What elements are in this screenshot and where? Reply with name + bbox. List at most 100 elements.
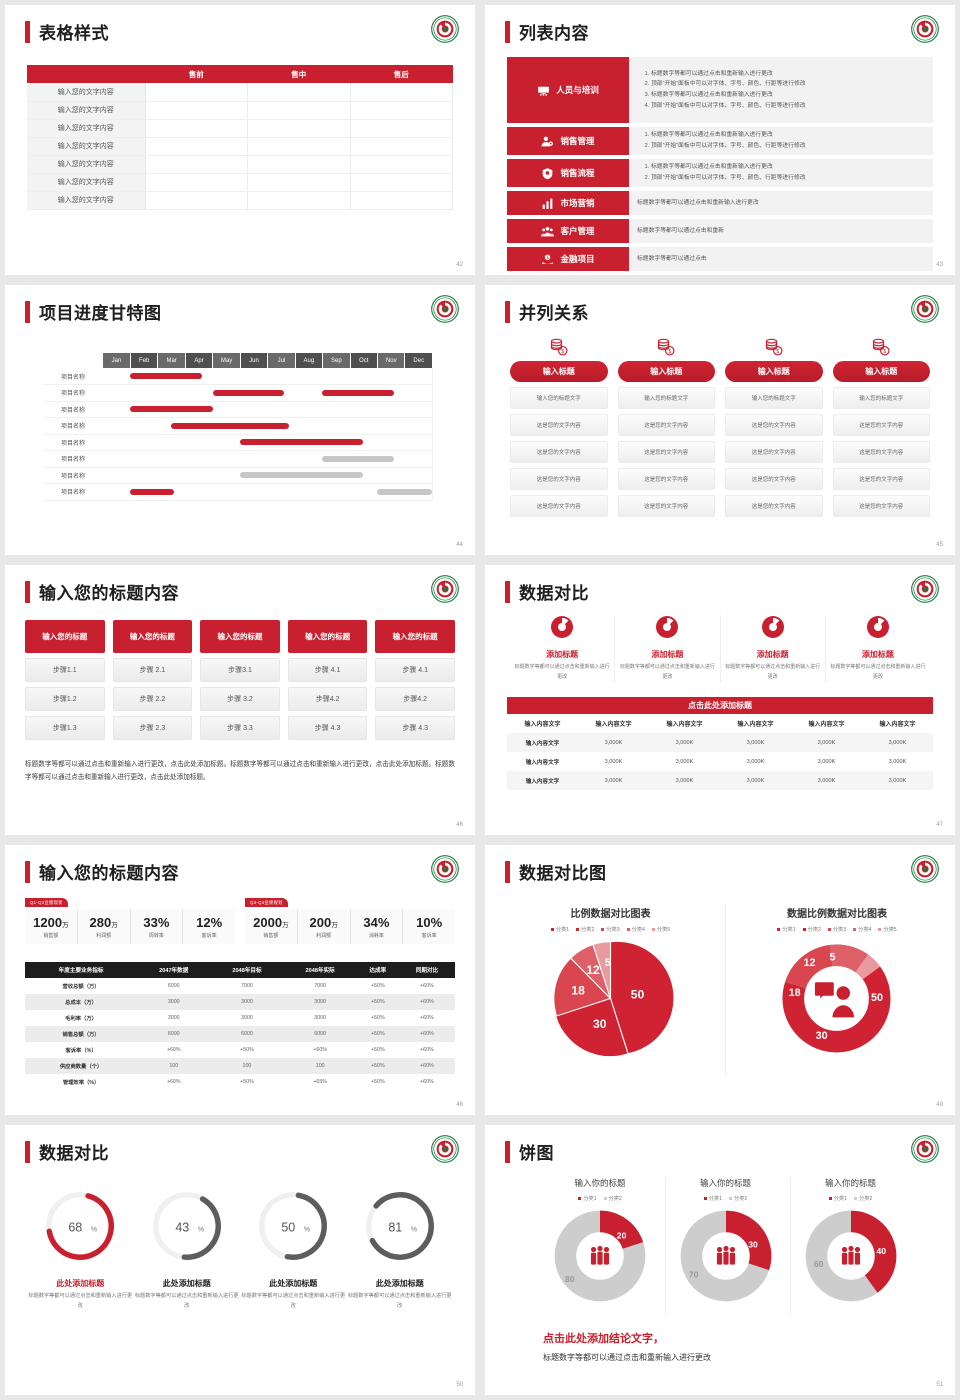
step-column-head[interactable]: 输入您的标题 (287, 620, 368, 653)
step-column-head[interactable]: 输入您的标题 (200, 620, 280, 653)
legend-entry[interactable]: 分类4 (626, 926, 645, 933)
list-item-label-sales-process[interactable]: 销售流程 (507, 159, 629, 187)
row-cell[interactable] (145, 101, 248, 120)
donut-slice-value[interactable] (554, 1210, 646, 1302)
gantt-bar[interactable] (130, 373, 202, 379)
step-cell[interactable]: 步骤 4.1 (375, 658, 455, 682)
step-cell[interactable]: 步骤 2.1 (112, 658, 193, 682)
column-cell[interactable]: 这是您的文字内容 (617, 441, 715, 463)
step-cell[interactable]: 步骤4.2 (375, 687, 455, 711)
list-item[interactable]: 客户管理 标题数字等都可以通过点击和重新 (507, 219, 933, 243)
progress-ring-43[interactable]: 43 % (148, 1187, 226, 1265)
gantt-bar[interactable] (322, 455, 394, 462)
row-cell[interactable] (145, 155, 248, 174)
row-cell[interactable] (350, 191, 453, 210)
list-item[interactable]: 人员与培训 标题数字等都可以通过点击和重新输入进行更改 顶部“开始”面板中可以对… (507, 57, 933, 123)
donut-slice-3[interactable] (782, 944, 891, 1053)
legend-entry[interactable]: 分类4 (853, 926, 871, 933)
row-cell[interactable] (247, 137, 351, 156)
gantt-bar[interactable] (130, 406, 213, 413)
column-cell[interactable]: 这是您的文字内容 (725, 468, 823, 490)
column-cell[interactable]: 这是您的文字内容 (832, 495, 930, 517)
row-cell[interactable] (145, 137, 248, 156)
list-item[interactable]: $ 金融项目 标题数字等都可以通过点击 (507, 247, 933, 271)
legend-entry[interactable]: 分类1 (828, 1195, 847, 1202)
step-cell[interactable]: 步骤1.3 (25, 716, 105, 740)
column-title-pill[interactable]: 输入标题 (617, 361, 715, 382)
row-cell[interactable] (247, 191, 351, 210)
progress-ring-50[interactable]: 50 % (254, 1187, 332, 1265)
legend-entry[interactable]: 分类1 (777, 926, 796, 933)
progress-ring-68[interactable]: 68 % (41, 1187, 119, 1265)
legend-entry[interactable]: 分类5 (651, 926, 670, 933)
step-cell[interactable]: 步骤 3.2 (200, 687, 280, 711)
row-cell[interactable] (145, 83, 248, 102)
column-cell[interactable]: 这是您的文字内容 (832, 468, 930, 490)
legend-entry[interactable]: 分类1 (578, 1195, 597, 1202)
row-cell[interactable] (247, 101, 351, 120)
list-item-label-sales-mgmt[interactable]: 销售管理 (507, 127, 629, 155)
column-cell[interactable]: 这是您的文字内容 (725, 441, 823, 463)
row-cell[interactable] (350, 119, 453, 138)
column-cell[interactable]: 这是您的文字内容 (832, 414, 930, 436)
legend-entry[interactable]: 分类2 (603, 1195, 622, 1202)
column-cell[interactable]: 这是您的文字内容 (510, 441, 608, 463)
row-cell[interactable] (145, 191, 248, 210)
column-cell[interactable]: 这是您的文字内容 (510, 468, 608, 490)
column-cell[interactable]: 这是您的文字内容 (617, 468, 715, 490)
column-cell[interactable]: 输入您的标题文字 (510, 387, 608, 409)
list-item-label-marketing[interactable]: 市场营销 (507, 191, 629, 215)
row-cell[interactable] (350, 83, 453, 102)
step-column-head[interactable]: 输入您的标题 (112, 620, 193, 653)
step-cell[interactable]: 步骤 4.1 (287, 658, 368, 682)
column-cell[interactable]: 这是您的文字内容 (510, 495, 608, 517)
progress-ring-81[interactable]: 81 % (361, 1187, 439, 1265)
pie-slice-5[interactable] (592, 941, 612, 999)
legend-entry[interactable]: 分类2 (802, 926, 821, 933)
gantt-bar[interactable] (322, 389, 394, 396)
row-cell[interactable] (350, 155, 453, 174)
legend-entry[interactable]: 分类1 (550, 926, 569, 933)
gantt-bar[interactable] (239, 439, 364, 446)
legend-entry[interactable]: 分类1 (703, 1195, 722, 1202)
step-cell[interactable]: 步骤3.1 (200, 658, 280, 682)
step-cell[interactable]: 步骤4.2 (287, 687, 368, 711)
pie-slice-3[interactable] (553, 957, 612, 1017)
column-cell[interactable]: 输入您的标题文字 (617, 387, 715, 409)
step-cell[interactable]: 步骤1.1 (25, 658, 105, 682)
gantt-bar[interactable] (171, 422, 290, 429)
step-column-head[interactable]: 输入您的标题 (375, 620, 455, 653)
column-cell[interactable]: 输入您的标题文字 (725, 387, 823, 409)
step-cell[interactable]: 步骤 4.3 (375, 716, 455, 740)
row-cell[interactable] (350, 137, 453, 156)
gantt-bar[interactable] (130, 488, 175, 495)
list-item-label-finance[interactable]: $ 金融项目 (507, 247, 629, 271)
list-item[interactable]: 市场营销 标题数字等都可以通过点击和重新输入进行更改 (507, 191, 933, 215)
column-title-pill[interactable]: 输入标题 (725, 361, 823, 382)
column-cell[interactable]: 这是您的文字内容 (510, 414, 608, 436)
legend-entry[interactable]: 分类2 (576, 926, 594, 933)
donut-slice-2[interactable] (782, 944, 891, 1053)
list-item[interactable]: 销售管理 标题数字等都可以通过点击和重新输入进行更改 顶部“开始”面板中可以对字… (507, 127, 933, 155)
gantt-bar[interactable] (377, 488, 432, 495)
column-title-pill[interactable]: 输入标题 (510, 361, 608, 382)
row-cell[interactable] (145, 119, 248, 138)
column-cell[interactable]: 这是您的文字内容 (617, 414, 715, 436)
donut-slice-value[interactable] (680, 1210, 771, 1302)
legend-entry[interactable]: 分类3 (601, 926, 620, 933)
column-cell[interactable]: 这是您的文字内容 (725, 414, 823, 436)
column-cell[interactable]: 输入您的标题文字 (832, 387, 930, 409)
column-cell[interactable]: 这是您的文字内容 (617, 495, 715, 517)
row-cell[interactable] (247, 173, 351, 192)
row-cell[interactable] (247, 119, 351, 138)
step-cell[interactable]: 步骤 3.3 (200, 716, 280, 740)
gantt-bar[interactable] (239, 472, 364, 479)
legend-entry[interactable]: 分类2 (854, 1195, 872, 1202)
column-title-pill[interactable]: 输入标题 (832, 361, 930, 382)
list-item-label-customer-mgmt[interactable]: 客户管理 (507, 219, 629, 243)
pie-slice-1[interactable] (609, 940, 675, 1055)
legend-entry[interactable]: 分类2 (729, 1195, 747, 1202)
row-cell[interactable] (350, 173, 453, 192)
legend-entry[interactable]: 分类5 (878, 926, 897, 933)
donut-slice-value[interactable] (805, 1210, 896, 1302)
